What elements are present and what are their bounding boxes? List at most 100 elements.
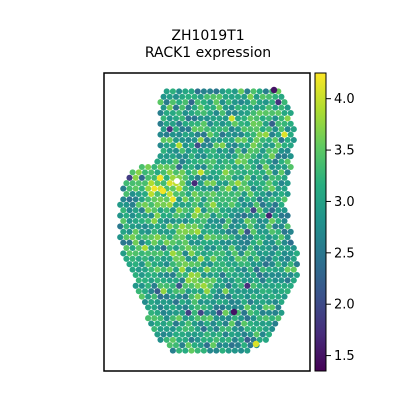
spot [281,271,288,279]
spot [234,266,242,273]
spot [126,217,133,225]
spot [256,207,263,214]
spot [275,282,282,289]
spot [200,142,207,149]
spot [141,212,149,219]
spot [290,126,297,133]
spot [231,131,238,138]
spot [191,201,198,208]
spot [207,207,214,214]
spot [176,131,183,138]
spot [166,320,173,327]
spot [253,147,260,154]
spot [151,174,158,181]
spot [179,244,186,252]
spot [216,342,223,349]
spot [179,147,186,154]
spot [179,136,186,144]
spot [157,315,164,322]
spot [272,234,279,241]
spot [210,212,217,219]
spot [179,277,186,284]
spot [151,217,158,225]
spot [265,234,273,241]
spot [188,153,195,160]
spot [191,180,198,187]
spot [272,158,279,165]
spot [256,228,263,235]
spot [145,304,152,311]
spot [138,174,145,181]
spot [138,163,145,171]
spot [203,115,211,122]
spot [203,126,211,133]
spot [241,255,248,262]
spot [210,104,217,111]
spot [207,174,214,181]
spot [278,169,285,176]
spot [194,185,201,192]
spot [241,266,248,273]
spot [207,325,214,333]
spot [222,169,229,176]
spot [265,169,273,176]
spot [222,104,229,111]
spot [213,315,220,322]
spot [213,196,220,203]
spot [197,255,204,262]
spot [210,234,217,241]
spot [244,347,251,354]
spot [244,228,251,235]
spot [185,342,192,349]
spot [278,190,285,198]
spot [163,304,170,311]
spot [160,255,167,262]
spot [272,244,279,252]
spot [145,163,152,171]
spot [278,126,285,133]
spot [203,147,211,154]
spot [278,223,285,230]
spot [160,104,167,111]
spot [210,158,217,165]
spot [117,234,124,241]
spot-gap [173,177,181,185]
spot [138,228,145,235]
spot [197,298,204,306]
spot [163,239,170,246]
spot [200,293,207,300]
spot [182,304,189,311]
spot [210,169,217,176]
spot [238,250,245,257]
spot [247,147,254,154]
spot [284,169,291,176]
spot [191,169,198,176]
spot [287,228,294,235]
spot [244,325,251,333]
spot [200,347,207,354]
spot [176,196,183,203]
spot [172,126,180,133]
spot [210,115,217,122]
spot [238,282,245,289]
spot [222,93,229,100]
spot [265,255,273,262]
spot [234,104,242,111]
spot [185,147,192,154]
spot [228,93,235,100]
spot [213,153,220,160]
spot [197,320,204,327]
spot [262,99,269,106]
spot [244,239,251,246]
spot [219,228,226,235]
spot [191,288,198,295]
spot [200,174,207,181]
spot [219,217,226,225]
spot [272,320,279,327]
spot [216,180,223,187]
spot [225,142,232,149]
spot [120,239,127,246]
spot [200,120,207,127]
spot [253,320,260,327]
